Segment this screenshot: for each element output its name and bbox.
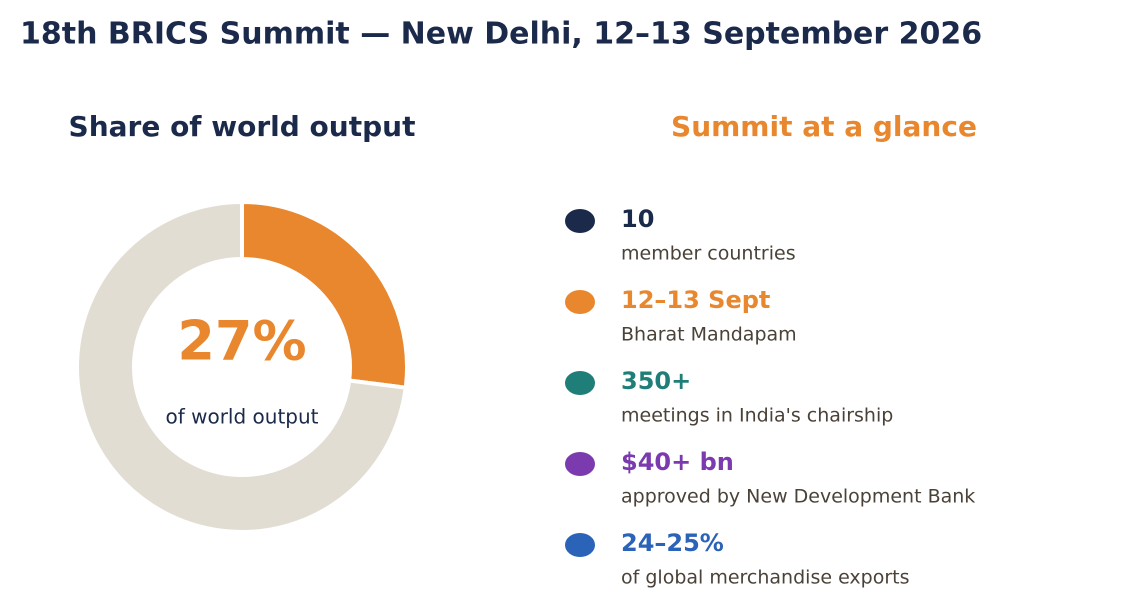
bullet-dot <box>565 290 595 314</box>
bullet-dot <box>565 452 595 476</box>
bullet-dot <box>565 533 595 557</box>
glance-value: 10 <box>621 205 654 233</box>
glance-value: 12–13 Sept <box>621 286 770 314</box>
glance-value: 24–25% <box>621 529 724 557</box>
chart-title: Share of world output <box>69 110 416 143</box>
glance-label: member countries <box>621 243 796 265</box>
donut-segment <box>75 199 408 534</box>
glance-value: $40+ bn <box>621 448 734 476</box>
glance-label: of global merchandise exports <box>621 567 910 589</box>
glance-value: 350+ <box>621 367 691 395</box>
center-sublabel: of world output <box>165 405 318 429</box>
glance-label: approved by New Development Bank <box>621 486 975 508</box>
bullet-dot <box>565 209 595 233</box>
donut-segment <box>240 199 409 390</box>
glance-label: Bharat Mandapam <box>621 324 797 346</box>
center-label: 27% <box>177 310 306 373</box>
bullet-dot <box>565 371 595 395</box>
page-title: 18th BRICS Summit — New Delhi, 12–13 Sep… <box>20 17 982 52</box>
glance-title: Summit at a glance <box>671 110 977 143</box>
glance-label: meetings in India's chairship <box>621 405 893 427</box>
